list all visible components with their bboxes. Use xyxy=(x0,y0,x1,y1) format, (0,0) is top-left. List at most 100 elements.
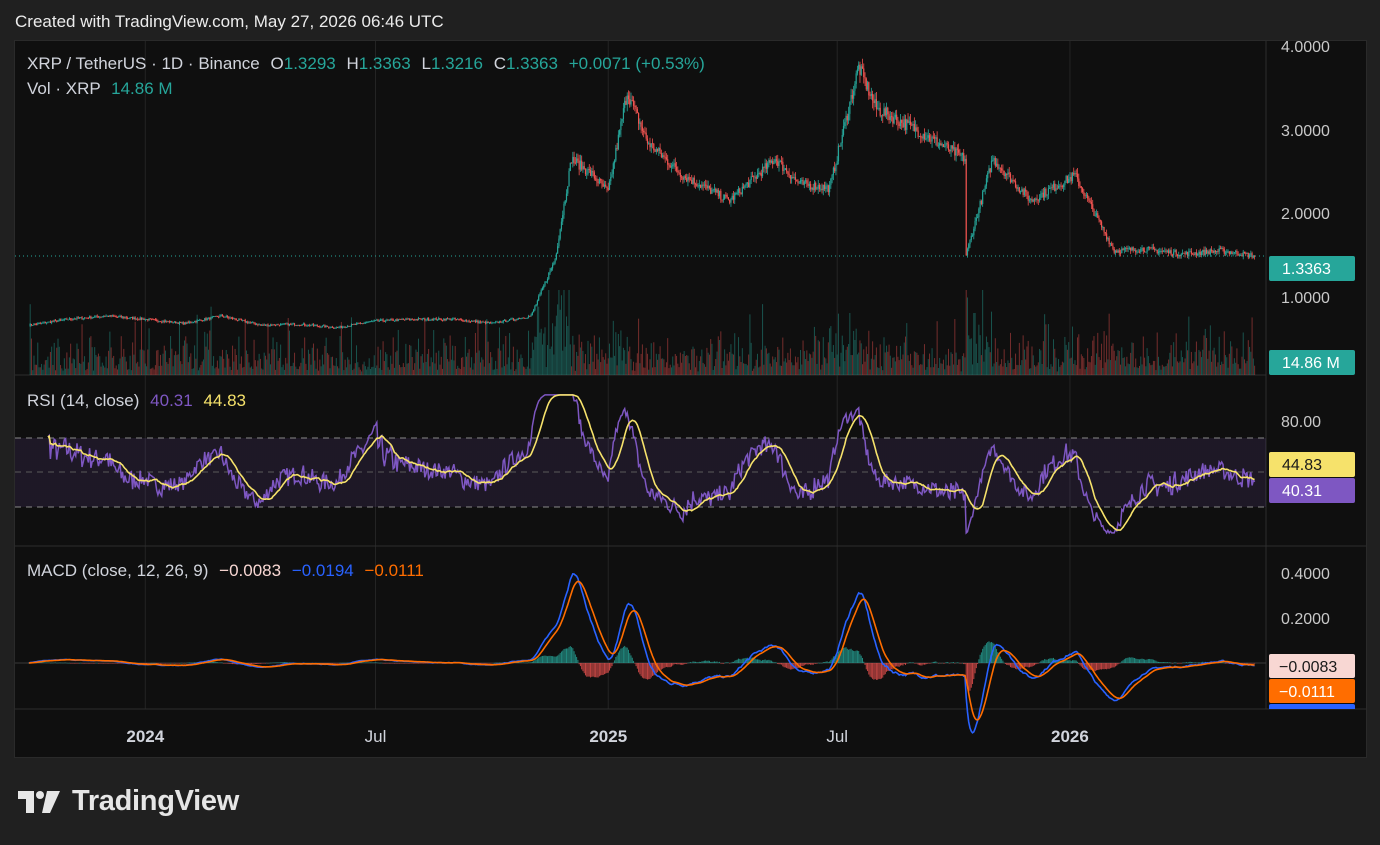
macd-histogram-bar xyxy=(57,662,59,664)
volume-bar xyxy=(486,318,488,375)
candle-body xyxy=(1178,254,1180,257)
candle-body xyxy=(234,318,236,320)
macd-histogram-bar xyxy=(1042,660,1044,663)
candle-body xyxy=(204,318,206,321)
volume-bar xyxy=(676,355,678,375)
macd-histogram-bar xyxy=(1083,663,1085,670)
macd-histogram-bar xyxy=(167,663,169,664)
candle-body xyxy=(200,319,202,321)
volume-bar xyxy=(688,363,690,375)
candle-body xyxy=(325,325,327,328)
volume-bar xyxy=(276,342,278,375)
candle-body xyxy=(171,321,173,323)
candle-body xyxy=(297,325,299,326)
volume-bar xyxy=(911,365,913,375)
candle-body xyxy=(703,184,705,186)
volume-bar xyxy=(1035,366,1037,375)
macd-histogram-bar xyxy=(400,663,402,664)
candle-body xyxy=(635,106,637,110)
macd-histogram-bar xyxy=(961,662,963,664)
macd-histogram-bar xyxy=(48,662,50,664)
volume-bar xyxy=(1194,351,1196,375)
volume-bar xyxy=(721,367,723,375)
volume-bar xyxy=(151,368,153,375)
time-axis-label: 2024 xyxy=(126,727,164,746)
volume-bar xyxy=(450,359,452,375)
candle-body xyxy=(368,321,370,323)
macd-histogram-bar xyxy=(987,642,989,663)
chart-canvas[interactable]: 4.0000 3.0000 2.0000 1.0000 80.00 0.4000… xyxy=(15,41,1366,757)
macd-histogram-bar xyxy=(259,663,261,664)
candle-body xyxy=(653,143,655,151)
volume-bar xyxy=(1146,348,1148,375)
tradingview-logo[interactable]: TradingView xyxy=(16,785,239,818)
macd-histogram-bar xyxy=(1164,662,1166,663)
volume-bar xyxy=(1021,360,1023,375)
candle-body xyxy=(86,317,88,319)
volume-bar xyxy=(840,352,842,375)
macd-histogram-bar xyxy=(189,662,191,663)
candle-body xyxy=(402,319,404,321)
macd-histogram-bar xyxy=(543,655,545,663)
volume-label[interactable]: Vol · XRP xyxy=(27,79,101,98)
volume-bar xyxy=(1150,365,1152,375)
volume-bar xyxy=(1149,363,1151,375)
candle-body xyxy=(1094,215,1096,217)
macd-histogram-bar xyxy=(90,663,92,664)
candle-body xyxy=(1241,255,1243,257)
volume-bar xyxy=(283,369,285,375)
volume-bar xyxy=(736,365,738,375)
macd-histogram-bar xyxy=(736,659,738,663)
rsi-label[interactable]: RSI (14, close) xyxy=(27,391,140,410)
volume-bar xyxy=(655,353,657,375)
candle-body xyxy=(787,171,789,174)
symbol-label[interactable]: XRP / TetherUS · 1D · Binance xyxy=(27,54,260,73)
macd-histogram-bar xyxy=(568,646,570,663)
macd-histogram-bar xyxy=(968,663,970,692)
volume-bar xyxy=(665,362,667,375)
macd-histogram-bar xyxy=(383,663,385,664)
candle-body xyxy=(124,317,126,319)
volume-bar xyxy=(959,359,961,375)
volume-bar xyxy=(1036,365,1038,375)
macd-histogram-bar xyxy=(1176,663,1178,664)
macd-histogram-bar xyxy=(760,660,762,663)
volume-bar xyxy=(54,370,56,375)
candle-body xyxy=(815,182,817,190)
volume-bar xyxy=(324,345,326,375)
volume-bar xyxy=(1178,362,1180,375)
last-price-badge-text: 1.3363 xyxy=(1282,261,1331,278)
volume-bar xyxy=(229,366,231,375)
candle-body xyxy=(866,82,869,90)
volume-bar xyxy=(1126,356,1128,375)
volume-bar xyxy=(564,346,566,375)
volume-bar xyxy=(740,361,742,375)
candle-body xyxy=(51,321,53,323)
macd-histogram-bar xyxy=(257,663,259,664)
candle-body xyxy=(500,321,502,323)
macd-histogram-bar xyxy=(178,663,180,664)
macd-label[interactable]: MACD (close, 12, 26, 9) xyxy=(27,561,209,580)
chart-frame[interactable]: 4.0000 3.0000 2.0000 1.0000 80.00 0.4000… xyxy=(14,40,1367,758)
volume-bar xyxy=(587,340,589,375)
macd-histogram-bar xyxy=(937,663,939,664)
volume-bar xyxy=(124,356,126,375)
candle-body xyxy=(453,318,455,319)
price-tick-label: 1.0000 xyxy=(1281,290,1330,307)
candle-body xyxy=(421,318,423,320)
macd-histogram-bar xyxy=(576,656,578,663)
volume-bar xyxy=(1037,362,1039,375)
candle-body xyxy=(1156,249,1158,254)
volume-bar xyxy=(816,363,818,375)
candle-body xyxy=(735,193,737,194)
macd-histogram-bar xyxy=(186,662,188,664)
volume-bar xyxy=(744,363,746,375)
candle-body xyxy=(837,145,840,162)
macd-histogram-bar xyxy=(66,662,68,664)
candle-body xyxy=(1070,177,1072,182)
volume-bar xyxy=(1080,354,1082,375)
candle-body xyxy=(732,195,735,200)
candle-body xyxy=(1252,256,1254,258)
candle-body xyxy=(835,164,837,172)
macd-histogram-bar xyxy=(185,663,187,664)
